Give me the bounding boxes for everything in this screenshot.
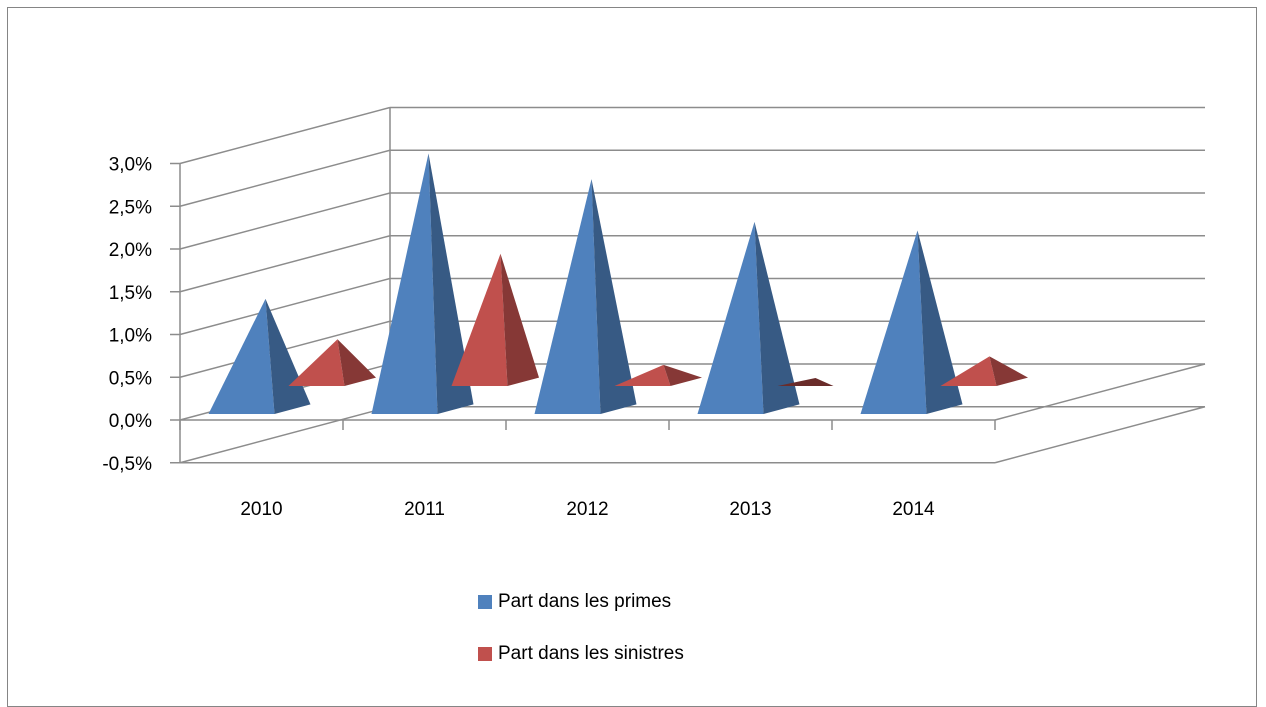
pyramid-primes xyxy=(697,221,800,414)
x-tick-label: 2012 xyxy=(566,499,608,520)
gridline-left-wall xyxy=(179,192,391,250)
gridline-left-wall xyxy=(179,149,391,207)
y-tick-label: 3,0% xyxy=(109,155,152,176)
pyramid-primes-front-face xyxy=(697,221,764,414)
pyramid-primes-front-face xyxy=(371,153,438,414)
pyramid-primes xyxy=(208,298,311,414)
y-tick-label: 2,0% xyxy=(109,240,152,261)
pyramid-primes xyxy=(860,230,963,414)
y-tick-label: 0,5% xyxy=(109,368,152,389)
gridline-left-wall xyxy=(179,235,391,293)
legend-swatch-sinistres xyxy=(478,647,492,661)
legend-label-sinistres: Part dans les sinistres xyxy=(498,643,684,664)
pyramid-primes-front-face xyxy=(860,230,927,414)
legend-item-sinistres: Part dans les sinistres xyxy=(478,640,684,668)
legend-item-primes: Part dans les primes xyxy=(478,588,684,616)
pyramid-sinistres xyxy=(614,364,702,386)
pyramid-sinistres xyxy=(288,339,376,386)
pyramid-sinistres-front-face xyxy=(940,356,997,386)
y-tick-label: 0,0% xyxy=(109,411,152,432)
y-axis-labels: 3,0% 2,5% 2,0% 1,5% 1,0% 0,5% 0,0% -0,5% xyxy=(102,155,180,475)
pyramid-primes-front-face xyxy=(534,179,601,414)
pyramid-primes-side-face xyxy=(917,230,963,414)
gridline-left-wall xyxy=(179,406,391,464)
legend-swatch-primes xyxy=(478,595,492,609)
pyramid-sinistres-side-face xyxy=(663,364,702,386)
chart-plot: 3,0%2,5%2,0%1,5%1,0%0,5%0,0%-0,5% 2010 20… xyxy=(102,106,1206,520)
pyramid-primes xyxy=(534,179,637,414)
pyramid-sinistres-side-face xyxy=(337,339,376,386)
y-tick-label: 2,5% xyxy=(109,197,152,218)
y-tick-label: 1,5% xyxy=(109,283,152,304)
pyramid-sinistres-front-face xyxy=(451,253,508,386)
y-tick-label: -0,5% xyxy=(102,454,152,475)
pyramid-primes-front-face xyxy=(208,298,275,414)
pyramid-primes-side-face xyxy=(428,153,474,414)
y-tick-label: 1,0% xyxy=(109,326,152,347)
pyramid-sinistres-front-face xyxy=(288,339,345,386)
gridline-left-wall xyxy=(179,277,391,336)
pyramid-primes xyxy=(371,153,474,414)
x-tick-label: 2011 xyxy=(404,499,445,520)
floor-right-edge xyxy=(994,363,1206,421)
x-axis-labels: 2010 2011 2012 2013 2014 xyxy=(179,420,996,520)
floor-right-bottom-edge xyxy=(994,406,1206,464)
chart-walls xyxy=(179,106,1206,464)
pyramid-primes-side-face xyxy=(754,221,800,414)
pyramid-sinistres xyxy=(777,378,834,386)
gridline-left-wall xyxy=(179,106,391,165)
x-tick-label: 2014 xyxy=(892,499,935,520)
x-tick-label: 2013 xyxy=(729,499,771,520)
pyramid-sinistres-side-face xyxy=(500,253,539,386)
chart-legend: Part dans les primes Part dans les sinis… xyxy=(478,588,684,692)
x-tick-label: 2010 xyxy=(240,499,282,520)
pyramid-sinistres-front-face xyxy=(614,364,671,386)
chart-marks xyxy=(208,153,1028,414)
pyramid-sinistres xyxy=(940,356,1028,386)
pyramid-sinistres xyxy=(451,253,539,386)
pyramid-sinistres-side-face xyxy=(989,356,1028,386)
pyramid-primes-side-face xyxy=(591,179,637,414)
legend-label-primes: Part dans les primes xyxy=(498,591,672,612)
